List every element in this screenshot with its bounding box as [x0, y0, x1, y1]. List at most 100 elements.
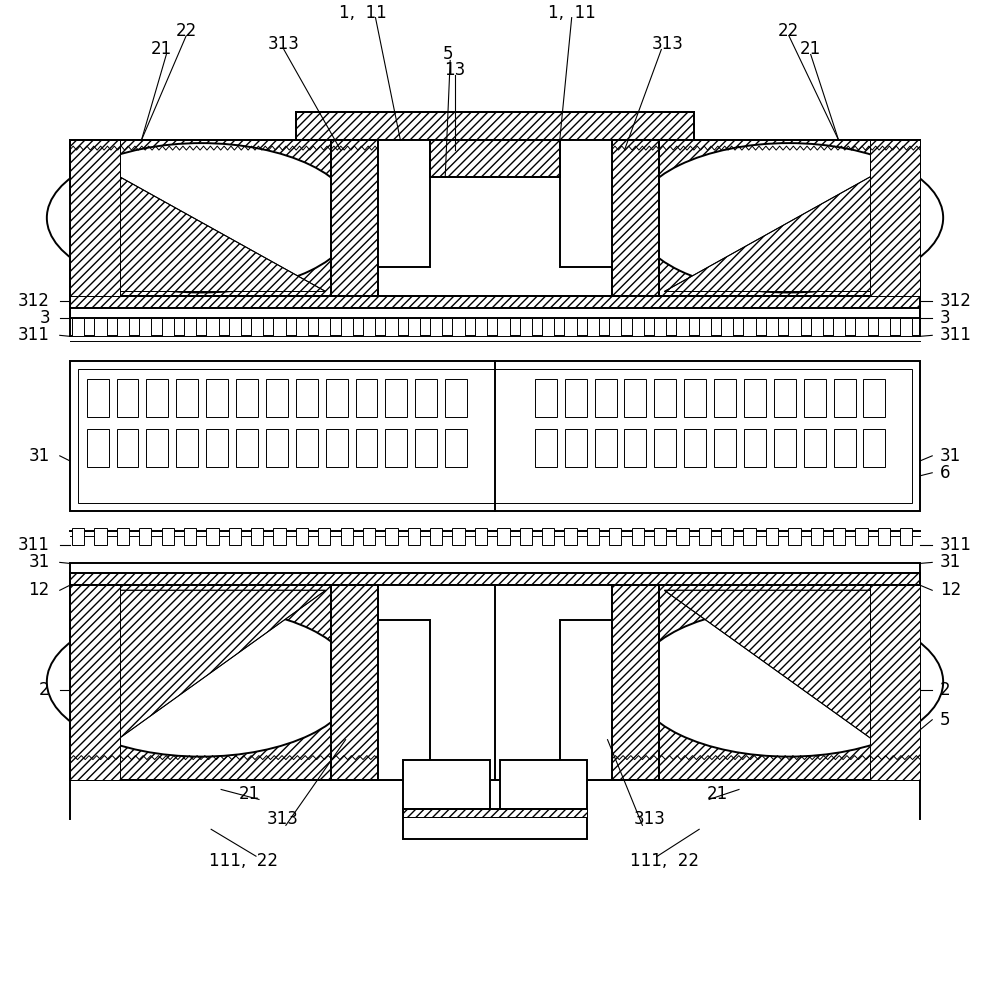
Bar — [69, 308, 921, 318]
Text: 311: 311 — [18, 536, 50, 554]
Bar — [559, 140, 612, 267]
Bar — [69, 140, 120, 296]
Bar — [296, 112, 694, 140]
Bar — [72, 528, 84, 545]
Bar — [331, 140, 378, 296]
Bar — [452, 318, 464, 336]
Bar — [475, 318, 487, 336]
Bar — [331, 140, 378, 296]
Bar — [431, 140, 559, 177]
Text: 5: 5 — [443, 45, 453, 63]
Bar — [609, 528, 622, 545]
Text: 312: 312 — [18, 292, 50, 310]
Bar — [161, 528, 174, 545]
Bar — [251, 318, 263, 336]
Bar — [229, 528, 241, 545]
Bar — [378, 140, 431, 267]
Bar — [625, 379, 646, 417]
Bar — [236, 429, 258, 467]
Bar — [147, 379, 168, 417]
Bar — [612, 140, 659, 296]
Bar — [296, 112, 694, 140]
Bar — [408, 318, 420, 336]
Bar — [363, 318, 375, 336]
Bar — [69, 585, 921, 780]
Text: 311: 311 — [18, 326, 50, 344]
Bar — [520, 318, 532, 336]
Bar — [403, 760, 490, 809]
Bar — [609, 318, 622, 336]
Bar — [176, 379, 198, 417]
Bar — [94, 318, 107, 336]
Bar — [72, 318, 84, 336]
Text: 2: 2 — [940, 681, 950, 699]
Bar — [69, 361, 921, 511]
Bar — [273, 318, 286, 336]
Bar — [632, 318, 644, 336]
Bar — [654, 528, 666, 545]
Bar — [69, 296, 921, 308]
Bar — [206, 318, 219, 336]
Bar — [385, 379, 407, 417]
Bar — [331, 585, 378, 780]
Bar — [318, 528, 331, 545]
Bar — [176, 429, 198, 467]
Bar — [117, 429, 139, 467]
Bar — [743, 379, 766, 417]
Bar — [355, 429, 377, 467]
Bar — [587, 318, 599, 336]
Bar — [612, 585, 659, 780]
Bar — [870, 585, 921, 780]
Bar — [743, 318, 755, 336]
Bar — [69, 573, 921, 585]
Bar — [564, 528, 577, 545]
Bar — [403, 809, 587, 817]
Bar — [117, 379, 139, 417]
Bar — [900, 528, 913, 545]
Text: 311: 311 — [940, 326, 972, 344]
Bar — [69, 573, 921, 585]
Text: 21: 21 — [800, 40, 822, 58]
Bar — [811, 318, 823, 336]
Bar — [788, 318, 801, 336]
Bar — [378, 620, 431, 780]
Bar — [385, 429, 407, 467]
Bar — [863, 429, 885, 467]
Polygon shape — [664, 590, 900, 760]
Text: 6: 6 — [940, 464, 950, 482]
Bar — [564, 379, 587, 417]
Bar — [117, 318, 129, 336]
Bar — [870, 140, 921, 296]
Text: 313: 313 — [268, 35, 300, 53]
Bar — [430, 528, 443, 545]
Bar — [766, 318, 778, 336]
Text: 22: 22 — [778, 22, 799, 40]
Bar — [69, 140, 921, 296]
Bar — [564, 318, 577, 336]
Bar — [69, 140, 921, 296]
Bar — [766, 528, 778, 545]
Bar — [863, 379, 885, 417]
Bar — [900, 318, 913, 336]
Bar — [331, 140, 659, 296]
Bar — [612, 140, 659, 296]
Bar — [94, 528, 107, 545]
Bar — [804, 429, 826, 467]
Bar — [403, 809, 587, 817]
Bar — [403, 809, 587, 839]
Bar — [870, 585, 921, 780]
Bar — [654, 429, 676, 467]
Text: 12: 12 — [940, 581, 961, 599]
Bar — [676, 528, 689, 545]
Text: 312: 312 — [940, 292, 972, 310]
Bar — [788, 528, 801, 545]
Text: 21: 21 — [239, 785, 259, 803]
Bar — [318, 318, 331, 336]
Bar — [326, 379, 347, 417]
Bar — [236, 379, 258, 417]
Bar — [721, 528, 734, 545]
Text: 2: 2 — [40, 681, 50, 699]
Bar — [206, 528, 219, 545]
Text: 21: 21 — [707, 785, 728, 803]
Bar — [266, 429, 288, 467]
